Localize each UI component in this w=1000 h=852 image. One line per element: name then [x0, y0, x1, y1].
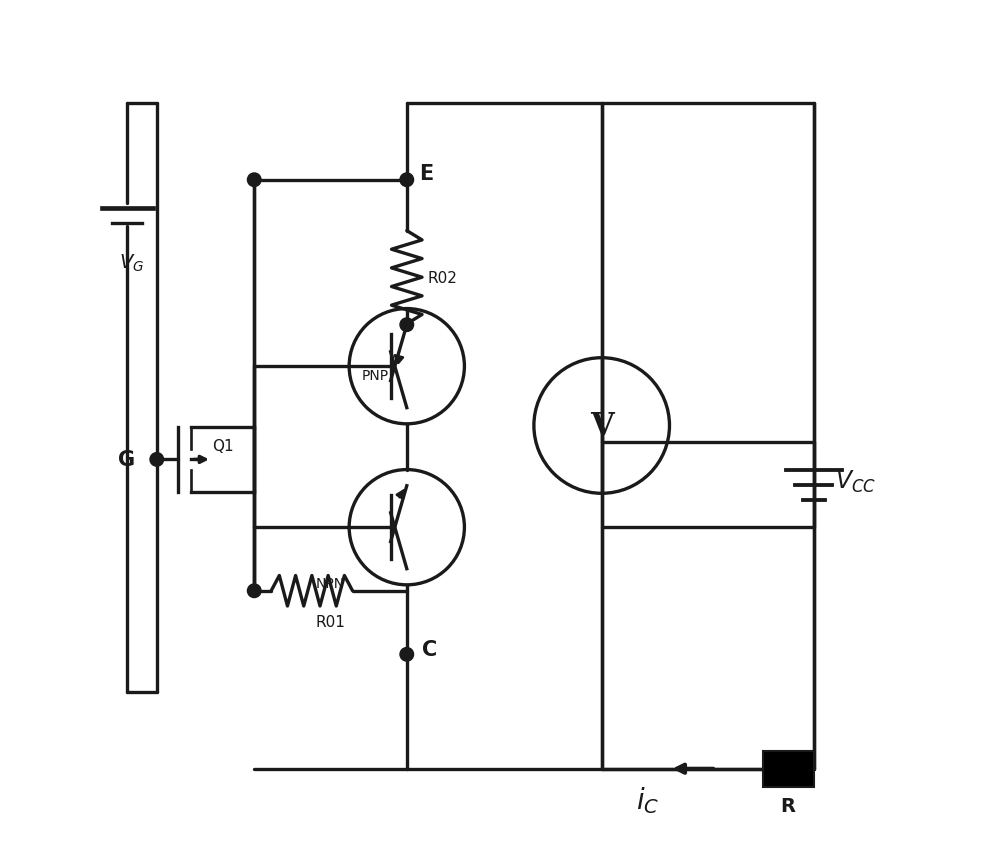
- Text: R01: R01: [316, 614, 345, 629]
- Text: G: G: [118, 450, 136, 469]
- Circle shape: [400, 174, 414, 187]
- Text: $V_G$: $V_G$: [119, 252, 144, 273]
- Text: PNP: PNP: [362, 368, 389, 383]
- Circle shape: [150, 453, 164, 467]
- Circle shape: [247, 174, 261, 187]
- Circle shape: [400, 648, 414, 661]
- Circle shape: [400, 319, 414, 332]
- Text: V: V: [590, 411, 614, 441]
- FancyBboxPatch shape: [763, 751, 814, 786]
- Text: $i_C$: $i_C$: [636, 785, 659, 815]
- Text: R02: R02: [428, 270, 458, 285]
- Text: $V_{CC}$: $V_{CC}$: [835, 468, 876, 494]
- Text: C: C: [422, 639, 437, 659]
- Text: Q1: Q1: [212, 438, 233, 453]
- Circle shape: [247, 584, 261, 598]
- Text: E: E: [419, 164, 434, 183]
- Text: R: R: [781, 797, 796, 815]
- Text: NPN: NPN: [316, 577, 345, 590]
